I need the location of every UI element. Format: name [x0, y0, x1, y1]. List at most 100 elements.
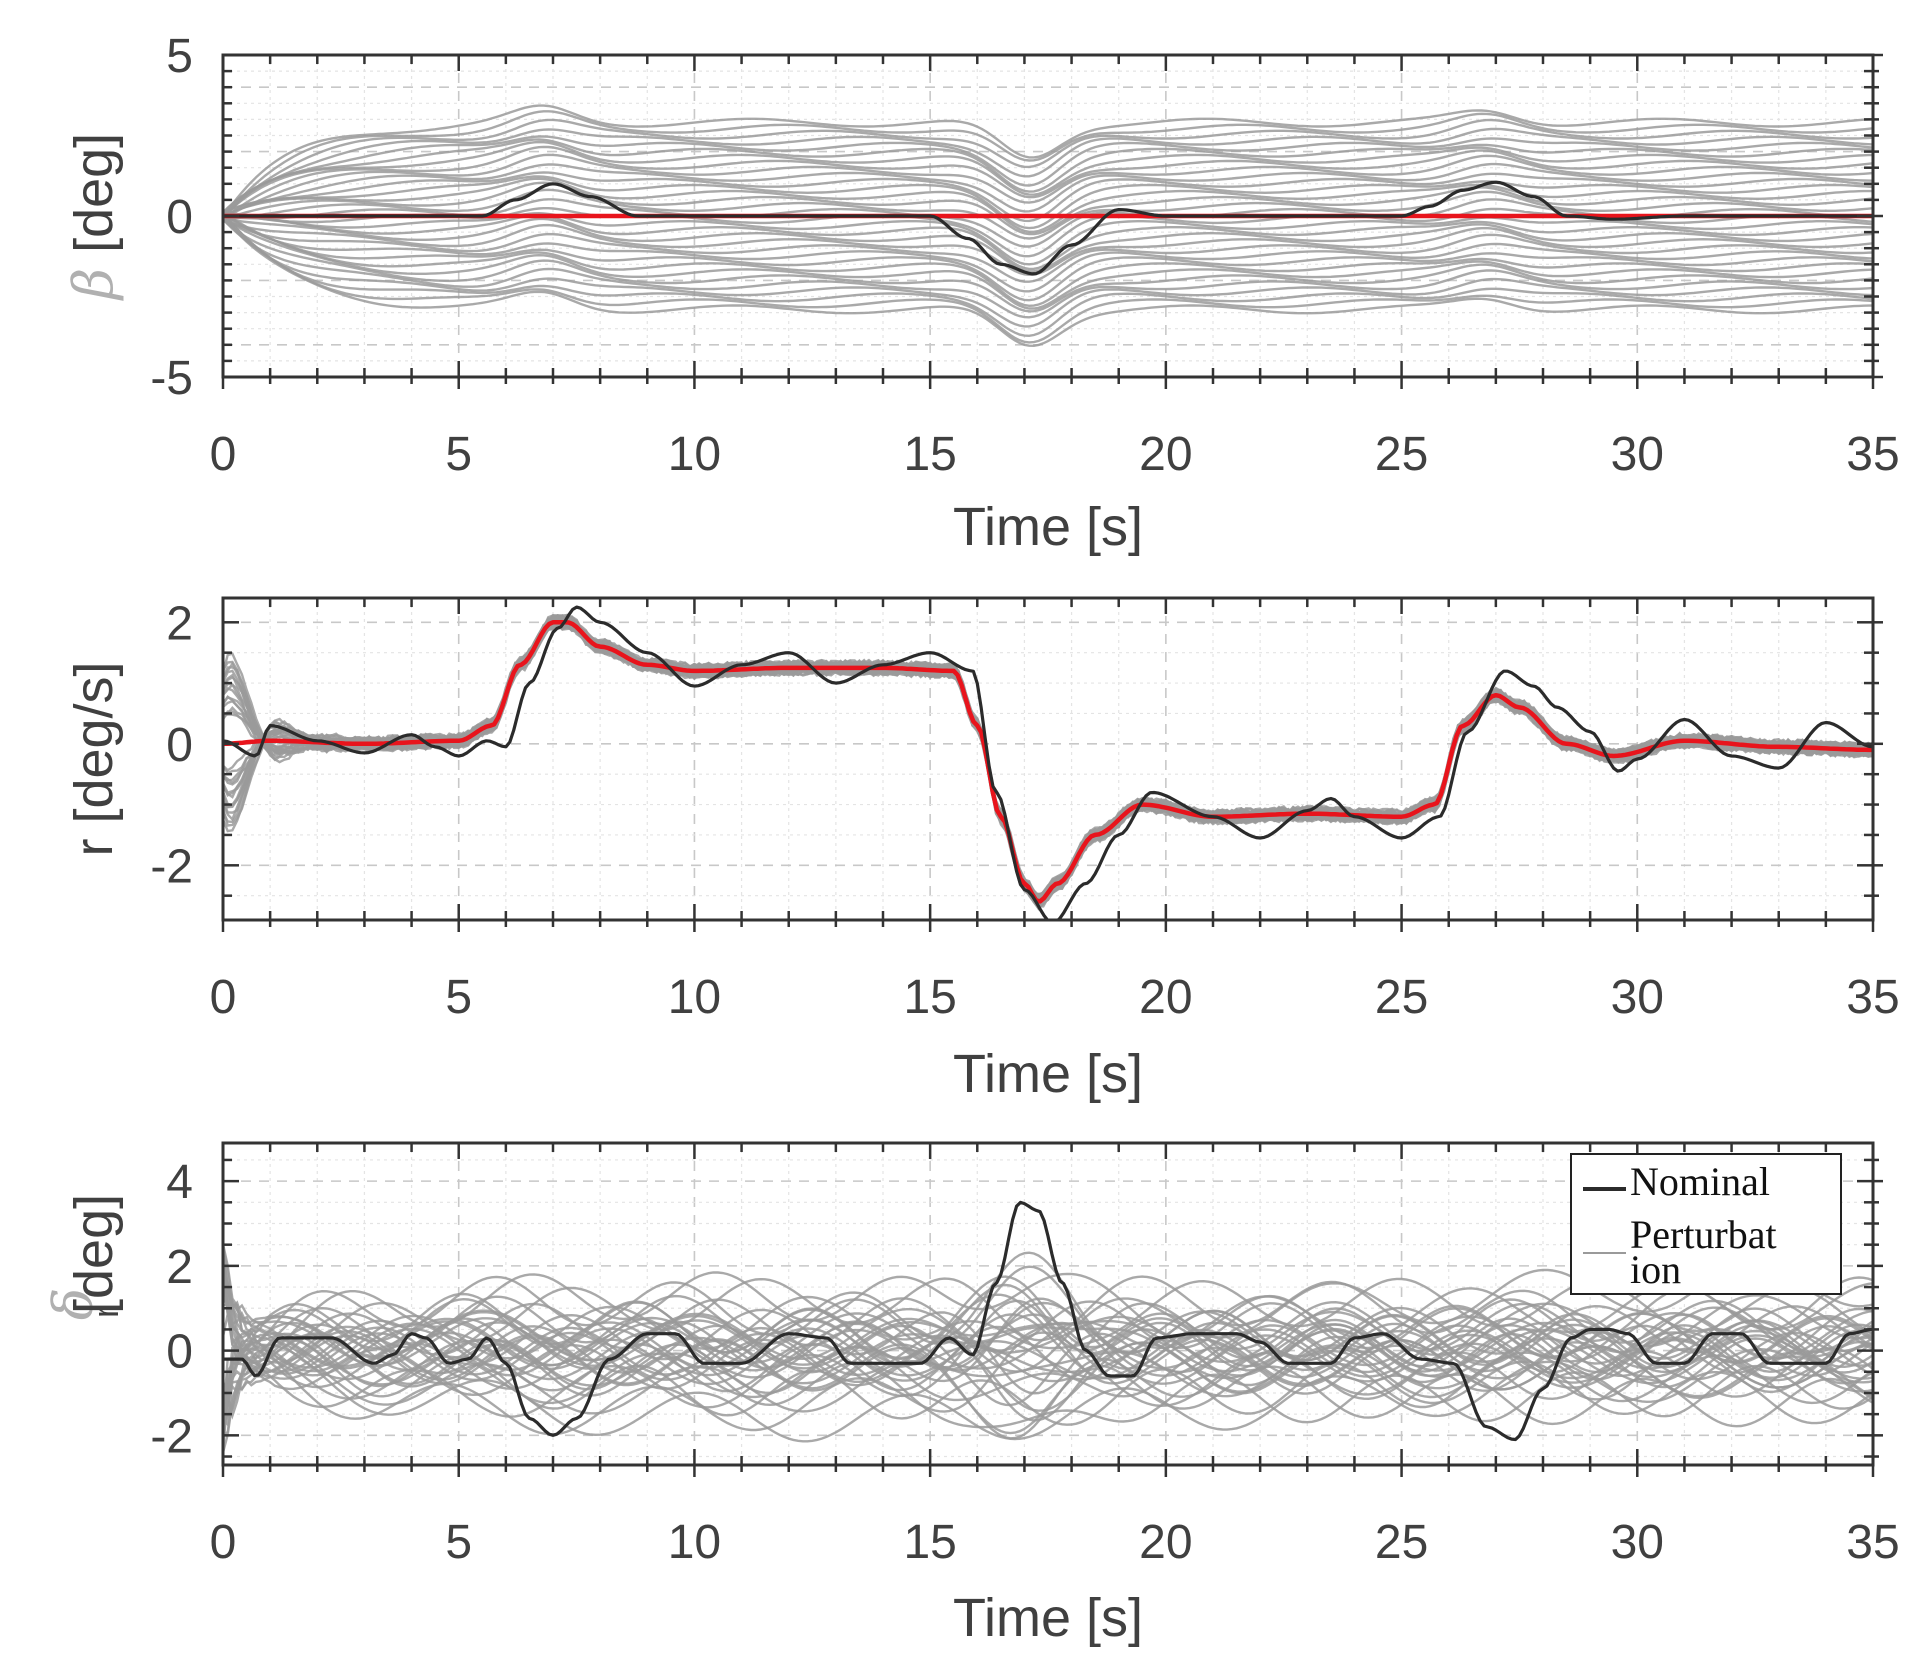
yaw-rate-x-axis-label: Time [s]	[953, 1044, 1143, 1104]
yaw-rate-perturbation-line	[223, 623, 1873, 904]
beta-y-unit: [deg]	[64, 133, 124, 268]
yaw-rate-perturbation-line	[223, 615, 1873, 902]
beta-perturbation-line	[223, 217, 1873, 283]
legend-perturbation-label-1: Perturbat	[1630, 1212, 1777, 1257]
beta-axes: 0 5 10 15 20 25 30 35 -5 0 5	[150, 30, 1899, 481]
yaw-rate-x-tick-label: 15	[903, 971, 956, 1024]
yaw-rate-x-tick-label: 0	[210, 971, 237, 1024]
legend-perturbation-label-2: ion	[1630, 1247, 1681, 1292]
beta-x-tick-label: 15	[903, 428, 956, 481]
panel-yaw-rate: 0 5 10 15 20 25 30 35 -2 0 2 Time [s] r [deg/s]	[64, 596, 1900, 1104]
rudder-perturbation-line	[223, 1251, 1873, 1364]
beta-perturbation-line	[223, 140, 1873, 218]
yaw-rate-perturbation-line	[223, 618, 1873, 907]
yaw-rate-x-tick-label: 30	[1611, 971, 1664, 1024]
rudder-perturbation-line	[223, 1276, 1873, 1428]
rudder-x-tick-label: 0	[210, 1516, 237, 1569]
beta-perturbation-line	[223, 104, 1873, 219]
beta-perturbation-line	[223, 175, 1873, 230]
rudder-perturbation-line	[223, 1265, 1873, 1433]
yaw-rate-y-tick-label: 0	[166, 719, 193, 772]
yaw-rate-perturbation-line	[223, 621, 1873, 906]
beta-perturbation-line	[223, 181, 1873, 236]
rudder-plot-area	[223, 1143, 1873, 1465]
yaw-rate-y-tick-label: -2	[150, 840, 193, 893]
beta-y-axis-label: β [deg]	[62, 133, 125, 301]
rudder-y-tick-label: 0	[166, 1326, 193, 1379]
yaw-rate-perturbation-line	[223, 623, 1873, 906]
beta-perturbation-line	[223, 127, 1873, 216]
beta-x-tick-label: 5	[445, 428, 472, 481]
beta-perturbation-line	[223, 218, 1873, 277]
beta-y-symbol: β	[62, 268, 125, 301]
beta-perturbation-line	[223, 216, 1873, 310]
beta-perturbation-line	[223, 213, 1873, 293]
yaw-rate-y-symbol: r	[64, 839, 124, 857]
rudder-y-tick-label: 2	[166, 1241, 193, 1294]
svg-text:δ: δ	[42, 1288, 105, 1321]
yaw-rate-perturbation-line	[223, 622, 1873, 905]
rudder-perturbation-line	[223, 1271, 1873, 1426]
rudder-axes-box	[221, 1141, 1875, 1467]
rudder-y-tick-label: 4	[166, 1156, 193, 1209]
beta-perturbation-line	[223, 218, 1873, 319]
rudder-y-unit: [deg]	[64, 1194, 124, 1314]
beta-x-tick-label: 35	[1846, 428, 1899, 481]
beta-perturbation-line	[223, 118, 1873, 220]
yaw-rate-x-tick-label: 20	[1139, 971, 1192, 1024]
yaw-rate-nominal-line	[223, 605, 1873, 920]
rudder-nominal-line	[223, 1200, 1873, 1442]
beta-perturbation-line	[223, 211, 1873, 266]
panel-beta: 0 5 10 15 20 25 30 35 -5 0 5 Time [s] β [deg]	[62, 30, 1900, 557]
beta-perturbation-line	[223, 153, 1873, 221]
legend-nominal-label: Nominal	[1630, 1159, 1770, 1204]
beta-perturbation-line	[223, 138, 1873, 214]
svg-text:r [deg/s]: r [deg/s]	[64, 661, 124, 856]
yaw-rate-x-tick-label: 5	[445, 971, 472, 1024]
yaw-rate-plot-area	[223, 598, 1873, 920]
yaw-rate-y-tick-label: 2	[166, 597, 193, 650]
rudder-perturbation-line	[223, 1271, 1873, 1370]
beta-x-tick-label: 10	[668, 428, 721, 481]
rudder-x-tick-label: 30	[1611, 1516, 1664, 1569]
panel-rudder: 0 5 10 15 20 25 30 35 -2 0 2 4 Time [s] δ [deg] r N…	[42, 1141, 1900, 1648]
rudder-x-tick-label: 35	[1846, 1516, 1899, 1569]
beta-x-axis-label: Time [s]	[953, 497, 1143, 557]
yaw-rate-y-axis-label: r [deg/s]	[64, 661, 124, 856]
legend: Nominal Perturbat ion	[1570, 1153, 1842, 1295]
yaw-rate-perturbation-line	[223, 622, 1873, 905]
beta-perturbation-line	[223, 211, 1873, 302]
rudder-y-axis-label-rest: [deg]	[64, 1194, 124, 1314]
beta-y-tick-label: -5	[150, 352, 193, 405]
yaw-rate-perturbation-line	[223, 622, 1873, 906]
rudder-x-tick-label: 20	[1139, 1516, 1192, 1569]
beta-perturbation-line	[223, 110, 1873, 221]
beta-x-tick-label: 0	[210, 428, 237, 481]
beta-perturbation-line	[223, 214, 1873, 328]
yaw-rate-x-tick-label: 10	[668, 971, 721, 1024]
beta-nominal-line	[223, 180, 1873, 276]
beta-perturbation-line	[223, 177, 1873, 233]
beta-perturbation-line	[223, 188, 1873, 240]
rudder-y-symbol: δ	[42, 1288, 105, 1321]
beta-x-tick-label: 20	[1139, 428, 1192, 481]
rudder-perturbation-line	[223, 1292, 1873, 1440]
rudder-y-subscript: r	[85, 1306, 126, 1318]
rudder-perturbation-line	[223, 1294, 1873, 1447]
rudder-x-tick-label: 25	[1375, 1516, 1428, 1569]
rudder-x-tick-label: 15	[903, 1516, 956, 1569]
rudder-x-tick-label: 5	[445, 1516, 472, 1569]
svg-text:β [deg]: β [deg]	[62, 133, 125, 301]
yaw-rate-reference-line	[223, 620, 1873, 904]
beta-perturbation-line	[223, 135, 1873, 214]
legend-box	[1570, 1153, 1842, 1295]
beta-perturbation-line	[223, 171, 1873, 223]
beta-y-tick-label: 0	[166, 191, 193, 244]
beta-perturbation-line	[223, 162, 1873, 218]
beta-perturbation-line	[223, 212, 1873, 308]
rudder-perturbation-line	[223, 1309, 1873, 1395]
yaw-rate-axes: 0 5 10 15 20 25 30 35 -2 0 2	[150, 596, 1900, 1024]
beta-perturbation-line	[223, 218, 1873, 313]
yaw-rate-perturbation-line	[223, 622, 1873, 904]
